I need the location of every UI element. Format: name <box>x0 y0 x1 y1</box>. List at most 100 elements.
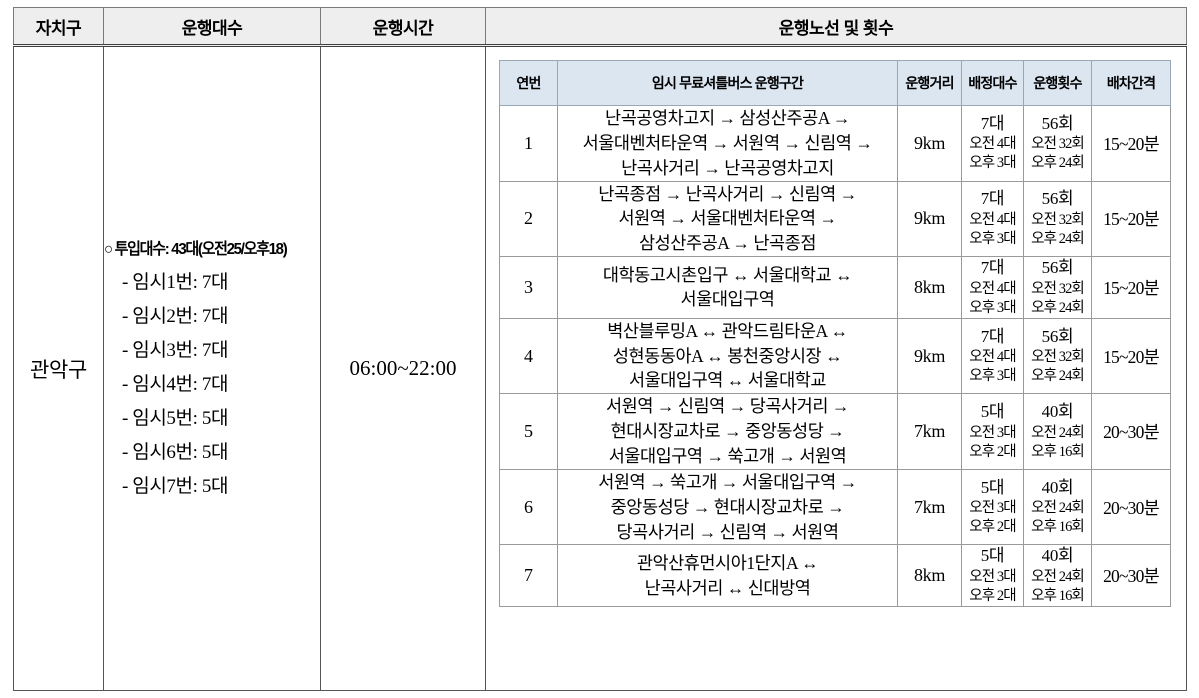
allocated-pm: 오후 3대 <box>969 368 1016 385</box>
trips-total: 56회 <box>1041 326 1074 346</box>
trips-am: 오전 32회 <box>1031 349 1085 366</box>
row-route: 벽산블루밍A ↔ 관악드림타운A ↔ 성현동동아A ↔ 봉천중앙시장 ↔ 서울대… <box>557 317 898 395</box>
allocated-am: 오전 4대 <box>969 211 1016 228</box>
route-line: 벽산블루밍A ↔ 관악드림타운A ↔ <box>607 320 848 341</box>
row-trips: 56회 오전 32회 오후 24회 <box>1023 180 1092 258</box>
route-line: 서원역 → 쑥고개 → 서울대입구역 → <box>598 471 857 492</box>
row-interval: 15~20분 <box>1091 317 1171 395</box>
table-row: 6 서원역 → 쑥고개 → 서울대입구역 → 중앙동성당 → 현대시장교차로 →… <box>499 468 1171 546</box>
row-interval: 20~30분 <box>1091 544 1171 608</box>
row-route: 서원역 → 신림역 → 당곡사거리 → 현대시장교차로 → 중앙동성당 → 서울… <box>557 393 898 470</box>
cell-vehicle-count: ○ 투입대수: 43대(오전25/오후18) - 임시1번: 7대 - 임시2번… <box>103 45 321 691</box>
allocated-am: 오전 3대 <box>969 424 1016 441</box>
route-line: 관악산휴먼시아1단지A ↔ <box>636 552 819 573</box>
trips-am: 오전 24회 <box>1031 424 1085 441</box>
row-distance: 9km <box>897 180 962 258</box>
trips-am: 오전 24회 <box>1031 500 1085 517</box>
trips-pm: 오후 24회 <box>1031 155 1085 172</box>
trips-total: 40회 <box>1041 402 1074 422</box>
inner-header-interval: 배차간격 <box>1091 60 1171 106</box>
row-no: 1 <box>499 105 558 182</box>
row-allocated: 7대 오전 4대 오후 3대 <box>961 256 1024 319</box>
vehicle-item-1: - 임시1번: 7대 <box>122 271 229 293</box>
allocated-pm: 오후 3대 <box>969 231 1016 248</box>
allocated-pm: 오후 2대 <box>969 587 1016 604</box>
route-line: 당곡사거리 → 신림역 → 서원역 <box>616 521 839 542</box>
trips-am: 오전 32회 <box>1031 211 1085 228</box>
routes-header-row: 연번 임시 무료셔틀버스 운행구간 운행거리 배정대수 운행횟수 배차간격 <box>499 60 1171 106</box>
allocated-total: 7대 <box>980 326 1005 346</box>
cell-district: 관악구 <box>13 45 104 691</box>
allocated-pm: 오후 2대 <box>969 519 1016 536</box>
cell-operating-hours: 06:00~22:00 <box>320 45 486 691</box>
allocated-am: 오전 4대 <box>969 136 1016 153</box>
row-trips: 40회 오전 24회 오후 16회 <box>1023 468 1092 546</box>
row-route: 대학동고시촌입구 ↔ 서울대학교 ↔ 서울대입구역 <box>557 256 898 319</box>
trips-total: 40회 <box>1041 477 1074 497</box>
route-line: 난곡종점 → 난곡사거리 → 신림역 → <box>598 183 857 204</box>
route-line: 서울대입구역 → 쑥고개 → 서원역 <box>608 445 847 466</box>
row-allocated: 7대 오전 4대 오후 3대 <box>961 105 1024 182</box>
row-allocated: 5대 오전 3대 오후 2대 <box>961 544 1024 608</box>
route-line: 서울대입구역 <box>680 289 775 310</box>
table-row: 4 벽산블루밍A ↔ 관악드림타운A ↔ 성현동동아A ↔ 봉천중앙시장 ↔ 서… <box>499 317 1171 395</box>
row-no: 6 <box>499 468 558 546</box>
row-interval: 20~30분 <box>1091 468 1171 546</box>
row-route: 서원역 → 쑥고개 → 서울대입구역 → 중앙동성당 → 현대시장교차로 → 당… <box>557 468 898 546</box>
header-routes-and-trips: 운행노선 및 횟수 <box>485 7 1187 47</box>
table-row: 1 난곡공영차고지 → 삼성산주공A → 서울대벤처타운역 → 서원역 → 신림… <box>499 105 1171 182</box>
allocated-total: 7대 <box>980 258 1005 278</box>
row-allocated: 5대 오전 3대 오후 2대 <box>961 468 1024 546</box>
allocated-total: 7대 <box>980 113 1005 133</box>
row-distance: 9km <box>897 317 962 395</box>
allocated-am: 오전 3대 <box>969 500 1016 517</box>
outer-table-header: 자치구 운행대수 운행시간 운행노선 및 횟수 <box>13 7 1187 47</box>
shuttle-bus-plan-table: 자치구 운행대수 운행시간 운행노선 및 횟수 관악구 ○ 투입대수: 43대(… <box>13 7 1187 691</box>
row-allocated: 7대 오전 4대 오후 3대 <box>961 317 1024 395</box>
vehicle-item-6: - 임시6번: 5대 <box>122 441 229 463</box>
row-no: 5 <box>499 393 558 470</box>
row-trips: 56회 오전 32회 오후 24회 <box>1023 105 1092 182</box>
route-line: 난곡사거리 ↔ 신대방역 <box>644 577 811 598</box>
trips-am: 오전 24회 <box>1031 568 1085 585</box>
trips-pm: 오후 16회 <box>1031 587 1085 604</box>
trips-total: 56회 <box>1041 113 1074 133</box>
inner-header-allocated: 배정대수 <box>961 60 1024 106</box>
allocated-total: 5대 <box>980 546 1005 566</box>
row-trips: 40회 오전 24회 오후 16회 <box>1023 393 1092 470</box>
cell-routes-container: 연번 임시 무료셔틀버스 운행구간 운행거리 배정대수 운행횟수 배차간격 <box>485 45 1187 691</box>
table-row: 2 난곡종점 → 난곡사거리 → 신림역 → 서원역 → 서울대벤처타운역 → … <box>499 180 1171 258</box>
route-line: 중앙동성당 → 현대시장교차로 → <box>610 496 845 517</box>
allocated-am: 오전 4대 <box>969 280 1016 297</box>
trips-total: 40회 <box>1041 546 1074 566</box>
route-line: 서원역 → 서울대벤처타운역 → <box>618 208 837 229</box>
row-distance: 7km <box>897 468 962 546</box>
row-distance: 9km <box>897 105 962 182</box>
route-line: 현대시장교차로 → 중앙동성당 → <box>610 421 845 442</box>
row-interval: 20~30분 <box>1091 393 1171 470</box>
allocated-total: 7대 <box>980 189 1005 209</box>
trips-pm: 오후 24회 <box>1031 299 1085 316</box>
route-line: 난곡사거리 → 난곡공영차고지 <box>621 157 834 178</box>
row-distance: 8km <box>897 544 962 608</box>
routes-table-header: 연번 임시 무료셔틀버스 운행구간 운행거리 배정대수 운행횟수 배차간격 <box>499 60 1171 106</box>
inner-header-distance: 운행거리 <box>897 60 962 106</box>
row-route: 난곡종점 → 난곡사거리 → 신림역 → 서원역 → 서울대벤처타운역 → 삼성… <box>557 180 898 258</box>
trips-pm: 오후 24회 <box>1031 231 1085 248</box>
route-line: 삼성산주공A → 난곡종점 <box>639 233 816 254</box>
vehicle-count-list: ○ 투입대수: 43대(오전25/오후18) - 임시1번: 7대 - 임시2번… <box>104 241 320 496</box>
table-row: 3 대학동고시촌입구 ↔ 서울대학교 ↔ 서울대입구역 8km 7대 오전 4대 <box>499 256 1171 319</box>
row-no: 3 <box>499 256 558 319</box>
row-distance: 8km <box>897 256 962 319</box>
route-line: 서울대입구역 ↔ 서울대학교 <box>628 370 827 391</box>
route-line: 성현동동아A ↔ 봉천중앙시장 ↔ <box>612 345 843 366</box>
allocated-pm: 오후 3대 <box>969 155 1016 172</box>
row-no: 4 <box>499 317 558 395</box>
outer-table-body: 관악구 ○ 투입대수: 43대(오전25/오후18) - 임시1번: 7대 - … <box>13 45 1187 691</box>
row-allocated: 5대 오전 3대 오후 2대 <box>961 393 1024 470</box>
trips-pm: 오후 16회 <box>1031 519 1085 536</box>
routes-table-body: 1 난곡공영차고지 → 삼성산주공A → 서울대벤처타운역 → 서원역 → 신림… <box>499 105 1171 608</box>
route-line: 대학동고시촌입구 ↔ 서울대학교 ↔ <box>602 264 853 285</box>
row-no: 2 <box>499 180 558 258</box>
